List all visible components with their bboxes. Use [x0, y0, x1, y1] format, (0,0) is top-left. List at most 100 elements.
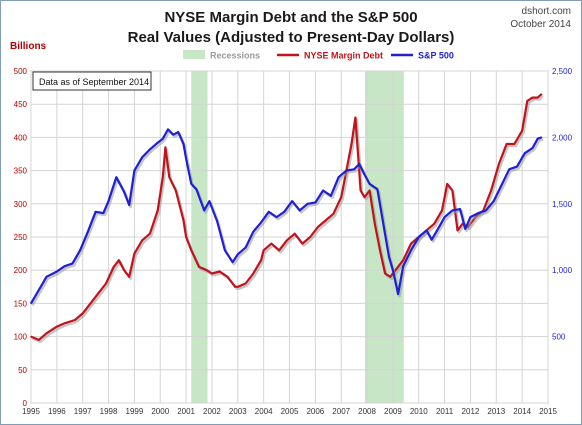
data-point [168, 176, 171, 179]
data-point [293, 232, 296, 235]
data-point [397, 293, 399, 295]
data-point [252, 230, 255, 233]
data-point [237, 286, 239, 288]
data-point [128, 204, 131, 206]
left-tick-label: 50 [18, 366, 27, 375]
data-point [332, 212, 335, 215]
data-point [174, 189, 177, 192]
data-point [389, 276, 392, 278]
data-point [402, 265, 405, 268]
data-point [112, 266, 115, 268]
left-tick-label: 250 [14, 233, 28, 242]
right-tick-label: 1,500 [552, 200, 573, 209]
data-point [490, 189, 492, 192]
data-point [211, 272, 213, 275]
data-point [306, 203, 309, 205]
data-point [283, 210, 286, 213]
legend: Recessions NYSE Margin Debt S&P 500 [183, 50, 454, 61]
data-point [345, 169, 348, 172]
data-point [392, 269, 394, 272]
data-point [195, 188, 198, 190]
data-point [56, 325, 58, 328]
data-point [324, 219, 327, 222]
data-point [164, 146, 167, 149]
x-tick-label: 2013 [487, 407, 505, 416]
data-point [425, 229, 428, 232]
data-point [115, 176, 118, 179]
data-point [107, 200, 110, 202]
data-point [286, 239, 288, 242]
data-point [505, 143, 508, 145]
data-point [262, 249, 265, 252]
data-point [417, 236, 420, 238]
data-point [433, 222, 436, 225]
data-point [438, 225, 441, 228]
data-point [203, 209, 205, 212]
x-tick-label: 2003 [229, 407, 247, 416]
data-point [149, 148, 151, 151]
data-point [363, 196, 366, 198]
data-point [172, 133, 174, 136]
data-point [156, 141, 159, 144]
data-point [291, 200, 293, 202]
left-tick-label: 300 [14, 200, 28, 209]
data-point [260, 259, 262, 262]
data-point [105, 282, 107, 285]
data-point [30, 302, 32, 305]
data-point [63, 322, 66, 325]
data-point [133, 169, 136, 172]
source-label: dshort.com [522, 6, 571, 17]
data-point [358, 163, 361, 165]
data-point [74, 319, 76, 321]
x-tick-label: 2012 [462, 407, 480, 416]
data-point [309, 236, 311, 238]
data-point [185, 236, 187, 238]
data-point [45, 332, 48, 335]
data-point [451, 209, 454, 212]
data-point [368, 189, 371, 192]
legend-label: NYSE Margin Debt [304, 51, 383, 61]
data-point [97, 292, 100, 295]
x-tick-label: 2005 [281, 407, 299, 416]
data-point [388, 256, 390, 258]
data-point [162, 137, 164, 140]
date-label: October 2014 [510, 19, 571, 30]
left-tick-label: 500 [14, 67, 28, 76]
data-point [205, 269, 208, 272]
data-point [402, 259, 405, 262]
data-point [301, 242, 304, 245]
series-line-2 [30, 128, 542, 304]
data-point [354, 116, 357, 119]
data-point [441, 209, 443, 212]
data-point [182, 143, 185, 145]
data-point [45, 276, 48, 278]
data-point [156, 209, 159, 212]
left-tick-label: 150 [14, 299, 28, 308]
right-axis-ticks: 500 1,000 1,500 2,000 2,500 [552, 67, 573, 342]
data-point [443, 216, 446, 218]
left-axis-title: Billions [10, 41, 47, 52]
data-point [337, 176, 340, 179]
data-point [87, 230, 89, 233]
data-point [384, 233, 386, 236]
left-tick-label: 400 [14, 133, 28, 142]
x-tick-label: 1998 [100, 407, 118, 416]
data-point [330, 195, 332, 197]
data-point [516, 165, 518, 168]
data-point [190, 249, 193, 252]
data-point [30, 335, 32, 338]
data-point [268, 210, 270, 213]
x-tick-label: 1995 [22, 407, 40, 416]
data-point [536, 96, 539, 99]
x-tick-label: 2001 [177, 407, 195, 416]
data-point [469, 216, 472, 218]
x-tick-label: 2006 [306, 407, 324, 416]
data-point [446, 183, 448, 185]
data-point [260, 221, 262, 224]
data-point [523, 152, 526, 155]
data-point [464, 228, 467, 230]
data-point [430, 238, 433, 241]
data-point [71, 262, 74, 265]
